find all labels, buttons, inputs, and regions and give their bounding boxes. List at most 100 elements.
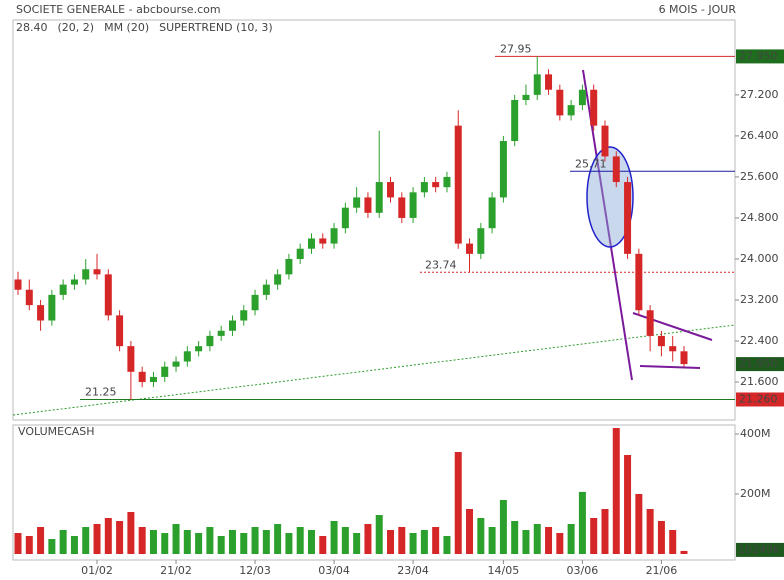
candle-body (195, 346, 203, 352)
y-tick-label: 22.400 (740, 334, 779, 347)
candle-body (341, 207, 349, 229)
candle-body (251, 294, 259, 311)
volume-bar (217, 536, 225, 554)
candle-body (319, 238, 327, 244)
legend-entry: MM (20) (104, 21, 149, 34)
volume-bar (48, 539, 56, 554)
candle-body (657, 335, 665, 347)
triangle-line (632, 312, 713, 341)
x-tick-label: 01/02 (81, 564, 113, 577)
volume-bar (567, 524, 575, 554)
volume-bar (545, 527, 553, 554)
volume-bar (669, 530, 677, 554)
y-tick-label: 26.400 (740, 129, 779, 142)
candle-body (590, 89, 598, 126)
x-tick-label: 03/04 (318, 564, 350, 577)
candle-body (183, 351, 191, 362)
volume-bar (274, 524, 282, 554)
x-tick-label: 21/02 (160, 564, 192, 577)
x-tick-label: 12/03 (239, 564, 271, 577)
chart-title: SOCIETE GENERALE - abcbourse.com (16, 3, 221, 16)
y-tick-label: 24.800 (740, 211, 779, 224)
y-tick-label: 24.000 (740, 252, 779, 265)
volume-bar (206, 527, 214, 554)
candle-body (25, 289, 33, 306)
price-tag (736, 49, 784, 64)
candle-body (161, 366, 169, 377)
volume-bar (228, 530, 236, 554)
volume-bar (183, 530, 191, 554)
candle-body (330, 228, 338, 244)
volume-title: VOLUMECASH (18, 425, 95, 438)
candle-body (274, 274, 282, 285)
candle-body (149, 376, 157, 383)
volume-bar (499, 500, 507, 554)
volume-bar (556, 533, 564, 554)
candle-body (285, 258, 293, 275)
candle-body (454, 125, 462, 244)
candle-body (398, 197, 406, 218)
volume-bar (59, 530, 67, 554)
candle-body (82, 269, 90, 280)
volume-bar (25, 536, 33, 554)
candle-body (477, 228, 485, 254)
volume-bar (138, 527, 146, 554)
candle-body (533, 74, 541, 95)
price-tag-label: 21.950 (739, 357, 778, 370)
candle-body (624, 182, 632, 254)
candle-body (669, 346, 677, 352)
y-tick-label: 400M (740, 427, 771, 440)
x-tick-label: 14/05 (488, 564, 520, 577)
candle-body (307, 238, 315, 249)
candle-body (522, 94, 530, 100)
candle-body (59, 284, 67, 295)
candle-body (387, 182, 395, 198)
candle-body (432, 182, 440, 188)
price-tag (736, 392, 784, 407)
candle-body (296, 248, 304, 259)
volume-bar (104, 518, 112, 554)
legend-entry: 28.40 (16, 21, 48, 34)
candle-body (511, 100, 519, 142)
candle-body (488, 197, 496, 229)
price-tag-label: 27.950 (739, 49, 778, 62)
volume-bar (93, 524, 101, 554)
candle-body (499, 141, 507, 198)
volume-tag (736, 542, 784, 557)
candle-body (138, 371, 146, 383)
annotation-label: 23.74 (425, 258, 457, 271)
candle-body (375, 182, 383, 213)
volume-bar (601, 509, 609, 554)
volume-bar (364, 524, 372, 554)
price-tag-label: 21.260 (739, 392, 778, 405)
candle-body (240, 310, 248, 321)
volume-bar (353, 533, 361, 554)
price-tag (736, 357, 784, 372)
volume-bar (172, 524, 180, 554)
volume-bar (127, 512, 135, 554)
annotation-label: 27.95 (500, 42, 532, 55)
volume-bar (296, 527, 304, 554)
x-tick-label: 03/06 (567, 564, 599, 577)
candle-body (206, 335, 214, 347)
candle-body (680, 351, 688, 365)
volume-bar (590, 518, 598, 554)
volume-bar (454, 452, 462, 554)
volume-bar (398, 527, 406, 554)
volume-bar (161, 533, 169, 554)
volume-bar (37, 527, 45, 554)
annotation-label: 21.25 (85, 385, 117, 398)
annotation-label: 25.71 (575, 157, 607, 170)
candle-body (70, 279, 78, 285)
volume-bar (195, 533, 203, 554)
volume-bar (14, 533, 22, 554)
candle-body (556, 89, 564, 116)
volume-bar (387, 530, 395, 554)
volume-bar (116, 521, 124, 554)
candle-body (48, 294, 56, 321)
candle-body (364, 197, 372, 213)
trend-line (12, 324, 736, 416)
y-tick-label: 23.200 (740, 293, 779, 306)
candle-body (420, 182, 428, 193)
volume-bar (285, 533, 293, 554)
